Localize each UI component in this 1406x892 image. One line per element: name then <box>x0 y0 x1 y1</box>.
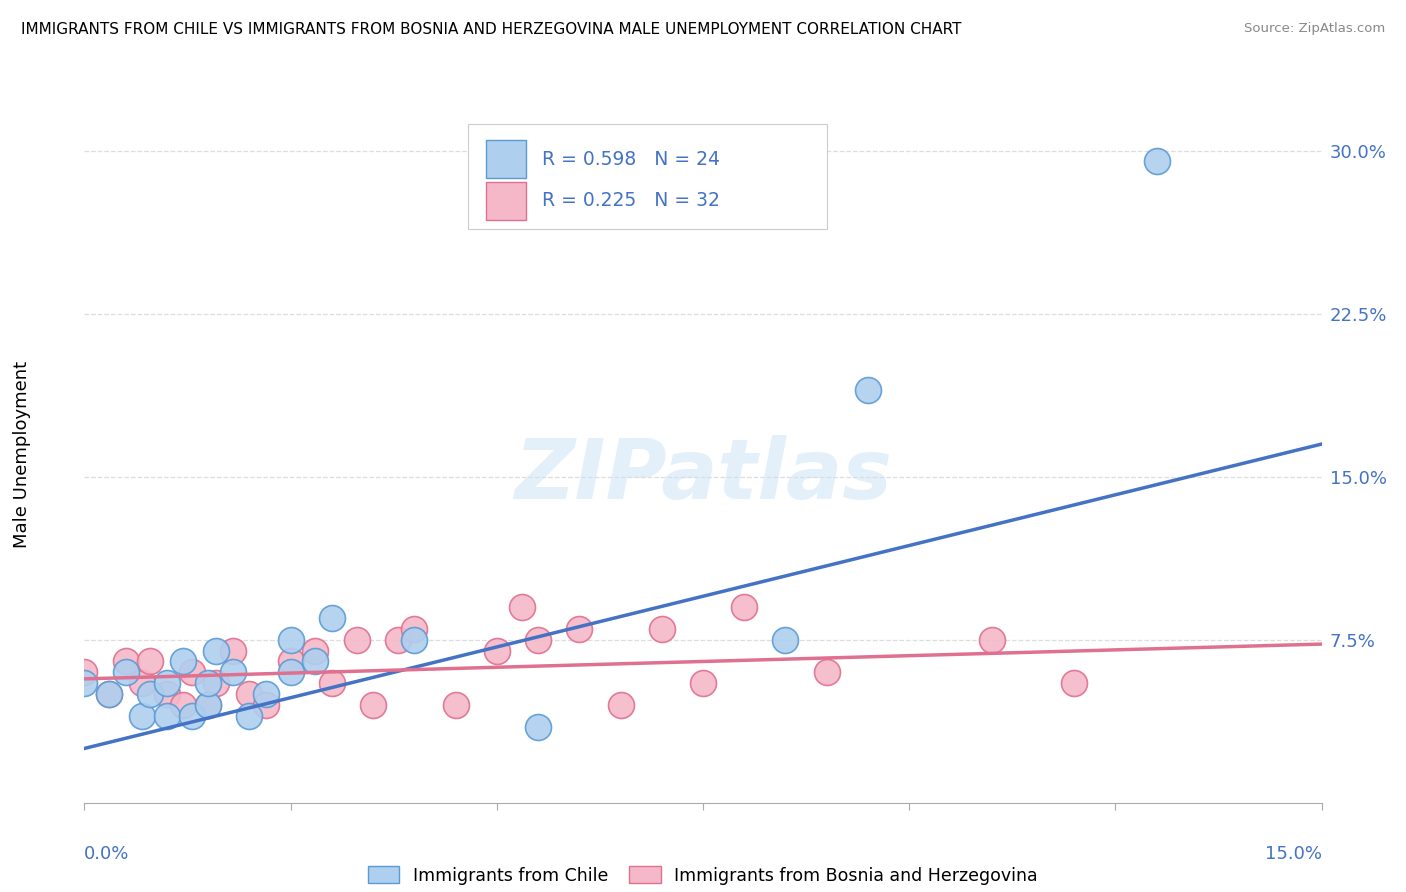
Point <box>304 643 326 657</box>
Point <box>172 655 194 669</box>
Point <box>485 643 508 657</box>
Point <box>156 687 179 701</box>
Point <box>609 698 631 712</box>
Point <box>114 655 136 669</box>
Text: Source: ZipAtlas.com: Source: ZipAtlas.com <box>1244 22 1385 36</box>
Point <box>139 687 162 701</box>
Point <box>1146 154 1168 169</box>
Point <box>346 632 368 647</box>
Point <box>733 600 755 615</box>
Text: R = 0.598   N = 24: R = 0.598 N = 24 <box>543 150 720 169</box>
Point <box>815 665 838 680</box>
Point <box>73 676 96 690</box>
Point <box>222 665 245 680</box>
Point <box>254 687 277 701</box>
Point <box>321 676 343 690</box>
Point <box>856 383 879 397</box>
Point <box>98 687 121 701</box>
Point <box>139 655 162 669</box>
Point <box>205 676 228 690</box>
Point <box>775 632 797 647</box>
Point <box>510 600 533 615</box>
Point <box>180 665 202 680</box>
Point <box>527 720 550 734</box>
Point <box>180 708 202 723</box>
Point <box>387 632 409 647</box>
Point <box>172 698 194 712</box>
Point <box>280 665 302 680</box>
Point <box>131 708 153 723</box>
Point <box>238 687 260 701</box>
FancyBboxPatch shape <box>486 182 526 220</box>
Point <box>980 632 1002 647</box>
Point <box>280 632 302 647</box>
Point <box>527 632 550 647</box>
Point <box>114 665 136 680</box>
Point <box>1063 676 1085 690</box>
Point <box>156 676 179 690</box>
Point <box>205 643 228 657</box>
Point <box>98 687 121 701</box>
Point <box>156 708 179 723</box>
Point <box>361 698 384 712</box>
Point <box>254 698 277 712</box>
Legend: Immigrants from Chile, Immigrants from Bosnia and Herzegovina: Immigrants from Chile, Immigrants from B… <box>368 866 1038 885</box>
Text: ZIPatlas: ZIPatlas <box>515 435 891 516</box>
Point <box>238 708 260 723</box>
Point <box>692 676 714 690</box>
FancyBboxPatch shape <box>468 124 827 229</box>
Point <box>304 655 326 669</box>
Point <box>131 676 153 690</box>
Point <box>222 643 245 657</box>
FancyBboxPatch shape <box>486 140 526 178</box>
Text: 0.0%: 0.0% <box>84 845 129 863</box>
Point <box>321 611 343 625</box>
Text: IMMIGRANTS FROM CHILE VS IMMIGRANTS FROM BOSNIA AND HERZEGOVINA MALE UNEMPLOYMEN: IMMIGRANTS FROM CHILE VS IMMIGRANTS FROM… <box>21 22 962 37</box>
Point <box>444 698 467 712</box>
Text: Male Unemployment: Male Unemployment <box>14 361 31 549</box>
Text: 15.0%: 15.0% <box>1264 845 1322 863</box>
Point <box>197 676 219 690</box>
Point <box>651 622 673 636</box>
Point <box>197 698 219 712</box>
Point <box>404 622 426 636</box>
Point <box>568 622 591 636</box>
Point <box>197 698 219 712</box>
Text: R = 0.225   N = 32: R = 0.225 N = 32 <box>543 192 720 211</box>
Point <box>73 665 96 680</box>
Point <box>280 655 302 669</box>
Point <box>404 632 426 647</box>
